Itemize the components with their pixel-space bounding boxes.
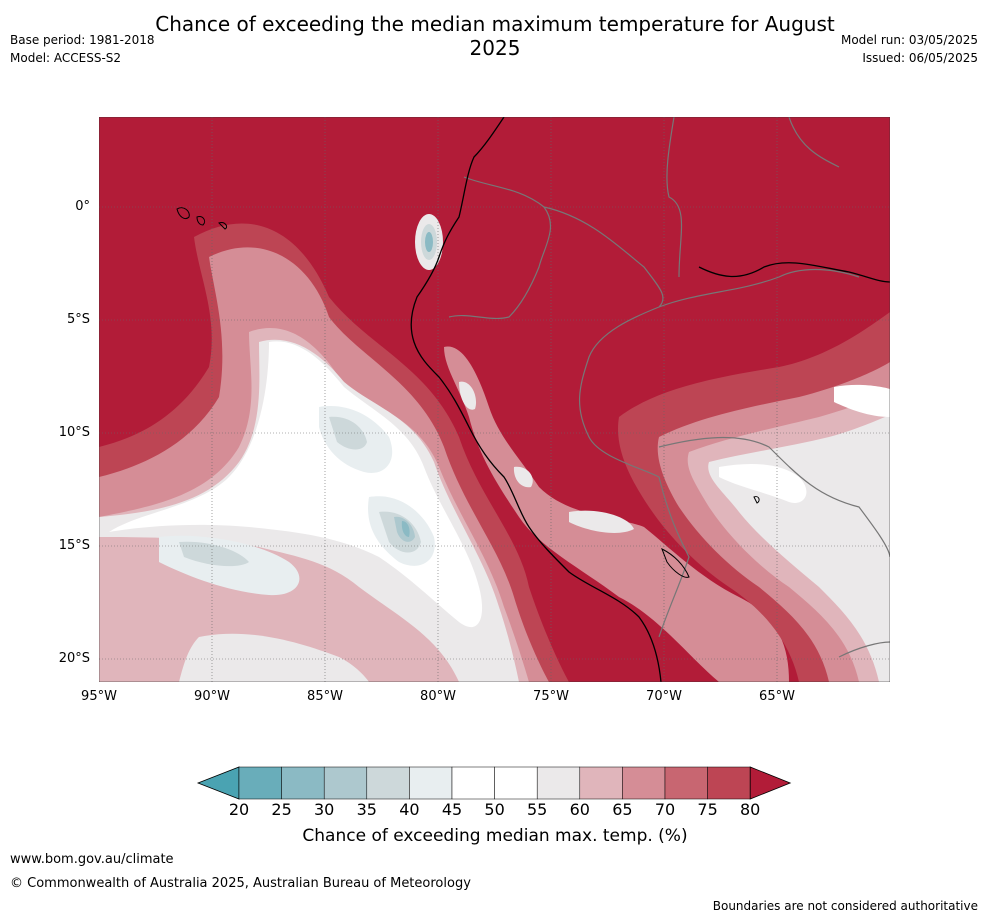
colorbar-tick-35: 35 [356,800,377,819]
contour-55 [109,341,483,628]
colorbar-tick-20: 20 [228,800,250,819]
colorbar-tick-75: 75 [697,800,718,819]
colorbar-segment-20-25 [238,766,282,800]
coastline [410,117,890,682]
colorbar-segment-25-30 [281,766,325,800]
colorbar-tick-55: 55 [527,800,548,819]
issued-date: Issued: 06/05/2025 [862,51,978,65]
colorbar-segment-60-65 [579,766,623,800]
lat-label-5s: 5°S [66,312,90,327]
colorbar-segment-50-55 [494,766,538,800]
colorbar-segment-35-40 [366,766,410,800]
contour-30 [401,521,410,537]
lat-label-15s: 15°S [58,538,90,553]
site-link[interactable]: www.bom.gov.au/climate [10,852,174,867]
lat-label-0: 0° [75,199,90,214]
base-period: Base period: 1981-2018 [10,33,155,47]
colorbar-segment-40-45 [409,766,453,800]
colorbar-tick-50: 50 [484,800,505,819]
lat-label-20s: 20°S [58,651,90,666]
colorbar-tick-45: 45 [441,800,463,819]
colorbar-tick-30: 30 [314,800,335,819]
contour-45 [159,406,435,596]
country-borders [448,117,890,658]
colorbar-extend-high [749,766,792,800]
sw-band-60 [179,633,369,682]
colorbar-segment-70-75 [664,766,708,800]
coastal-band-60 [459,381,634,533]
lon-label-70w: 70°W [646,689,682,704]
colorbar-segment-75-80 [707,766,751,800]
lat-label-10s: 10°S [58,425,90,440]
copyright: © Commonwealth of Australia 2025, Austra… [10,876,471,891]
graticule [99,117,890,682]
colorbar-tick-25: 25 [271,800,292,819]
colorbar-tick-40: 40 [399,800,420,819]
colorbar-segment-65-70 [622,766,666,800]
colorbar-tick-80: 80 [740,800,761,819]
colorbar [196,766,792,800]
lon-label-75w: 75°W [533,689,569,704]
lon-label-95w: 95°W [81,689,117,704]
map-title: Chance of exceeding the median maximum t… [155,12,835,60]
colorbar-extend-low [196,766,240,800]
contour-40 [179,416,421,567]
lon-label-80w: 80°W [420,689,456,704]
east-band-55 [719,384,890,503]
colorbar-segment-45-50 [451,766,495,800]
lon-label-65w: 65°W [759,689,795,704]
colorbar-title: Chance of exceeding median max. temp. (%… [302,826,688,846]
probability-map [99,117,890,682]
anomaly-ecuador-30 [425,232,433,252]
boundary-note: Boundaries are not considered authoritat… [712,899,978,913]
colorbar-tick-60: 60 [569,800,590,819]
lon-label-85w: 85°W [307,689,343,704]
colorbar-tick-70: 70 [654,800,676,819]
islands [176,207,760,578]
model-run-date: Model run: 03/05/2025 [840,33,978,47]
lon-label-90w: 90°W [194,689,230,704]
colorbar-segment-30-35 [323,766,368,800]
coastal-band-70 [444,346,789,682]
model-name: Model: ACCESS-S2 [10,51,122,65]
colorbar-tick-65: 65 [612,800,633,819]
colorbar-segment-55-60 [536,766,581,800]
